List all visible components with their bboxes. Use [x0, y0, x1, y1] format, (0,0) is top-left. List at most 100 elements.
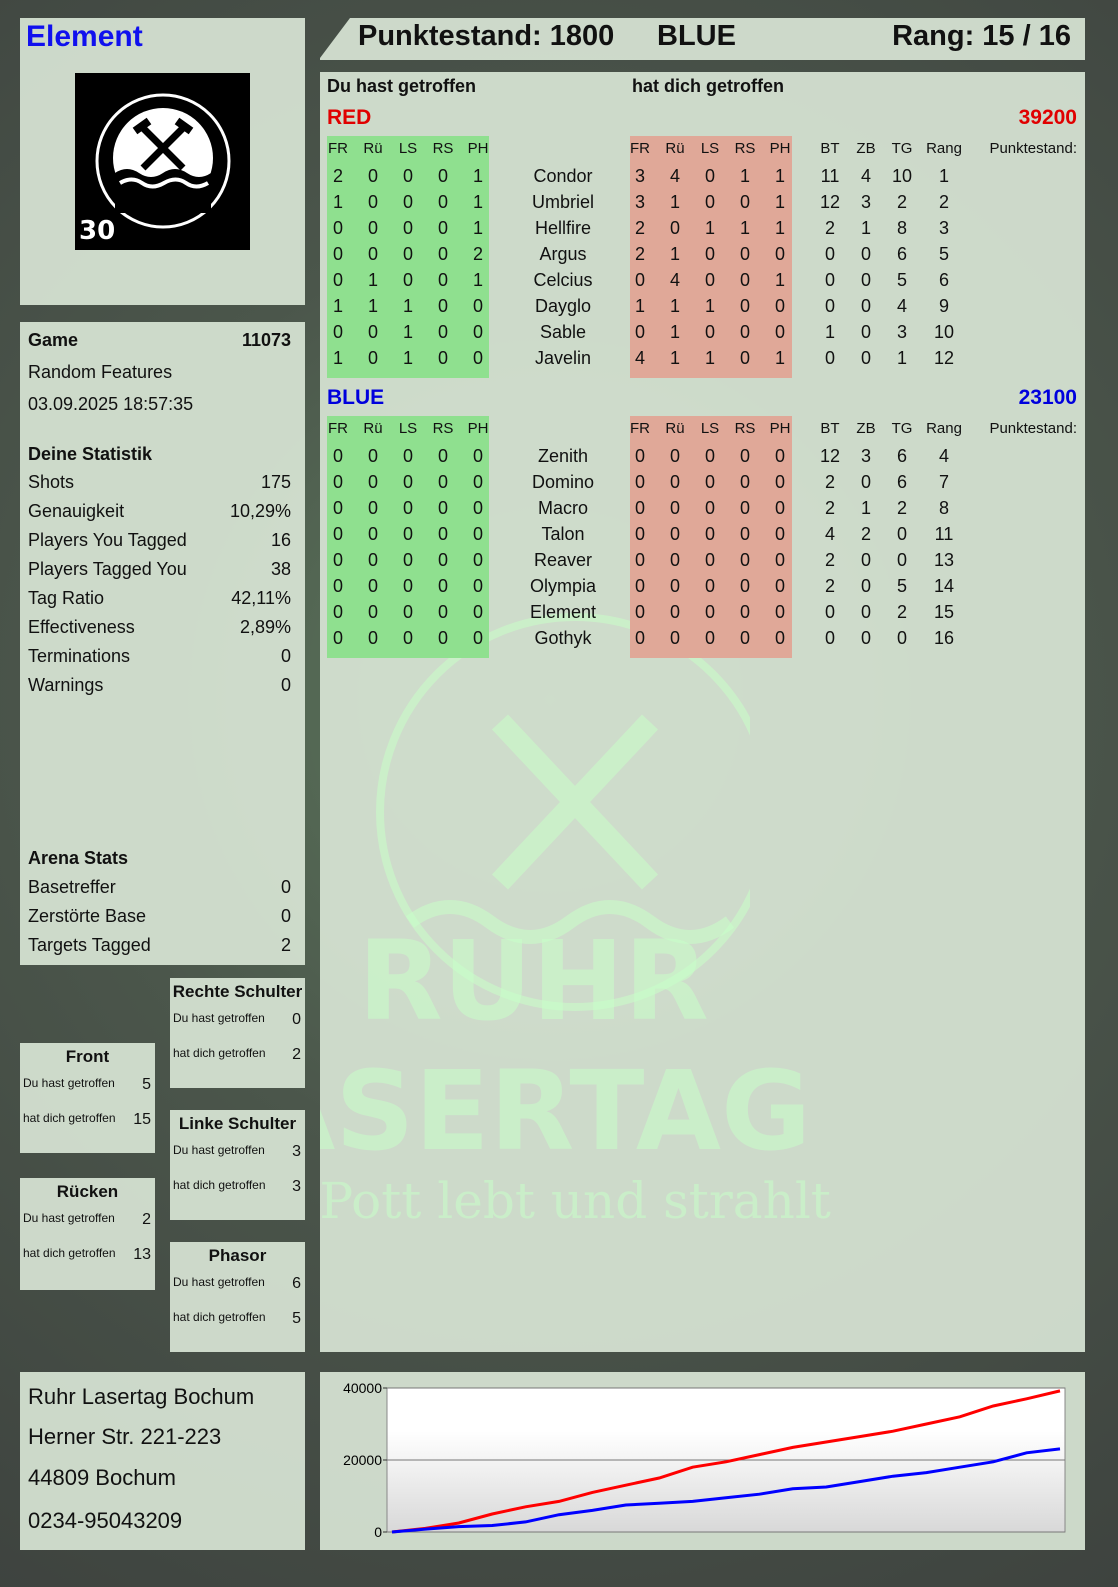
stat-cell: 0 — [860, 296, 871, 316]
you-hit-cell: 0 — [437, 628, 448, 648]
stat-cell: 6 — [896, 446, 907, 466]
you-hit-cell: 0 — [472, 602, 483, 622]
you-hit-cell: 1 — [472, 166, 483, 186]
player-name-cell: Talon — [541, 524, 585, 544]
player-rank: Rang: 15 / 16 — [892, 20, 1071, 52]
stat-value: 175 — [260, 472, 291, 492]
hit-you-cell: 0 — [774, 628, 785, 648]
you-hit-cell: 1 — [367, 296, 378, 316]
stat-cell: 4 — [938, 446, 949, 466]
col-header: Rü — [665, 420, 685, 437]
hit-you-cell: 0 — [739, 524, 750, 544]
you-hit-cell: 0 — [367, 498, 378, 518]
hit-you-cell: 0 — [669, 576, 680, 596]
col-header: PH — [467, 420, 489, 437]
hit-you-cell: 0 — [739, 628, 750, 648]
watermark-logo-icon — [376, 613, 774, 1011]
hit-you-cell: 1 — [774, 348, 785, 368]
hit-you-cell: 0 — [634, 270, 645, 290]
hit-you-cell: 0 — [739, 244, 750, 264]
hit-you-cell: 1 — [774, 192, 785, 212]
arena-row: Basetreffer 0 — [28, 877, 291, 898]
you-hit-cell: 0 — [472, 628, 483, 648]
hitbox-label: Du hast getroffen — [173, 1275, 265, 1289]
col-header: Punktestand: — [989, 420, 1077, 437]
hit-you-cell: 3 — [634, 166, 645, 186]
hitbox-phasor: Phasor Du hast getroffen 6 hat dich getroff… — [170, 1242, 305, 1352]
player-team: BLUE — [657, 20, 736, 52]
you-hit-cell: 0 — [332, 602, 343, 622]
you-hit-block — [327, 136, 489, 378]
arena-row: Targets Tagged 2 — [28, 935, 291, 956]
you-hit-cell: 0 — [332, 628, 343, 648]
stat-cell: 13 — [933, 550, 955, 570]
hitbox-label: hat dich getroffen — [23, 1111, 116, 1125]
stat-cell: 12 — [933, 348, 955, 368]
hit-you-cell: 0 — [704, 166, 715, 186]
hitbox-title: Rechte Schulter — [172, 982, 303, 1001]
hitbox-linke_schulter: Linke Schulter Du hast getroffen 3 hat dich… — [170, 1110, 305, 1220]
hit-you-cell: 0 — [739, 322, 750, 342]
address-line2: Herner Str. 221-223 — [28, 1424, 222, 1449]
stat-cell: 3 — [860, 192, 871, 212]
hitbox-label: Du hast getroffen — [23, 1076, 115, 1090]
hit-you-cell: 0 — [669, 498, 680, 518]
you-hit-cell: 0 — [367, 524, 378, 544]
hit-you-cell: 2 — [634, 218, 645, 238]
you-hit-cell: 0 — [402, 218, 413, 238]
you-hit-cell: 0 — [472, 524, 483, 544]
hitbox-value: 5 — [292, 1310, 301, 1327]
svg-text:30: 30 — [79, 216, 115, 246]
stat-label: Warnings — [28, 675, 104, 695]
you-hit-title: Du hast getroffen — [327, 76, 477, 96]
you-hit-cell: 0 — [402, 244, 413, 264]
stat-value: 38 — [270, 559, 291, 579]
player-name-cell: Argus — [539, 244, 587, 264]
stat-cell: 5 — [896, 576, 907, 596]
player-name-cell: Zenith — [537, 446, 589, 466]
hit-you-cell: 1 — [669, 296, 680, 316]
hit-you-cell: 1 — [774, 270, 785, 290]
stat-cell: 6 — [896, 244, 907, 264]
stat-label: Terminations — [28, 646, 131, 666]
player-name-cell: Olympia — [529, 576, 596, 596]
stat-cell: 3 — [938, 218, 949, 238]
hit-you-cell: 0 — [669, 218, 680, 238]
you-hit-block — [327, 416, 489, 658]
stat-row: Terminations 0 — [28, 646, 291, 667]
col-header: BT — [820, 420, 840, 437]
stat-cell: 2 — [824, 472, 835, 492]
player-name-cell: Hellfire — [534, 218, 591, 238]
team-total: 23100 — [1018, 386, 1077, 409]
team-name: RED — [327, 106, 372, 129]
you-hit-cell: 0 — [332, 472, 343, 492]
you-hit-cell: 0 — [437, 322, 448, 342]
col-header: RS — [734, 420, 756, 437]
you-hit-cell: 2 — [472, 244, 483, 264]
hit-you-cell: 0 — [704, 602, 715, 622]
col-header: LS — [700, 140, 720, 157]
stat-cell: 15 — [933, 602, 955, 622]
col-header: PH — [467, 140, 489, 157]
stat-cell: 0 — [860, 602, 871, 622]
you-hit-cell: 0 — [402, 602, 413, 622]
player-name-cell: Element — [529, 602, 597, 622]
stat-value: 16 — [270, 530, 291, 550]
you-hit-cell: 0 — [472, 498, 483, 518]
hit-you-cell: 0 — [634, 472, 645, 492]
stat-cell: 6 — [938, 270, 949, 290]
hitbox-rechte_schulter: Rechte Schulter Du hast getroffen 0 hat dic… — [170, 978, 305, 1088]
score-chart: 0 20000 40000 — [343, 1380, 1066, 1540]
you-hit-cell: 0 — [402, 628, 413, 648]
stat-cell: 8 — [896, 218, 907, 238]
player-card: Element 30 — [20, 18, 305, 305]
col-header: PH — [769, 140, 791, 157]
stat-cell: 0 — [860, 244, 871, 264]
col-header: TG — [891, 140, 913, 157]
you-hit-cell: 0 — [367, 192, 378, 212]
stat-cell: 11 — [820, 166, 840, 186]
you-hit-cell: 0 — [472, 472, 483, 492]
player-name-cell: Umbriel — [531, 192, 594, 212]
stat-cell: 0 — [824, 244, 835, 264]
stat-row: Shots 175 — [28, 472, 291, 493]
